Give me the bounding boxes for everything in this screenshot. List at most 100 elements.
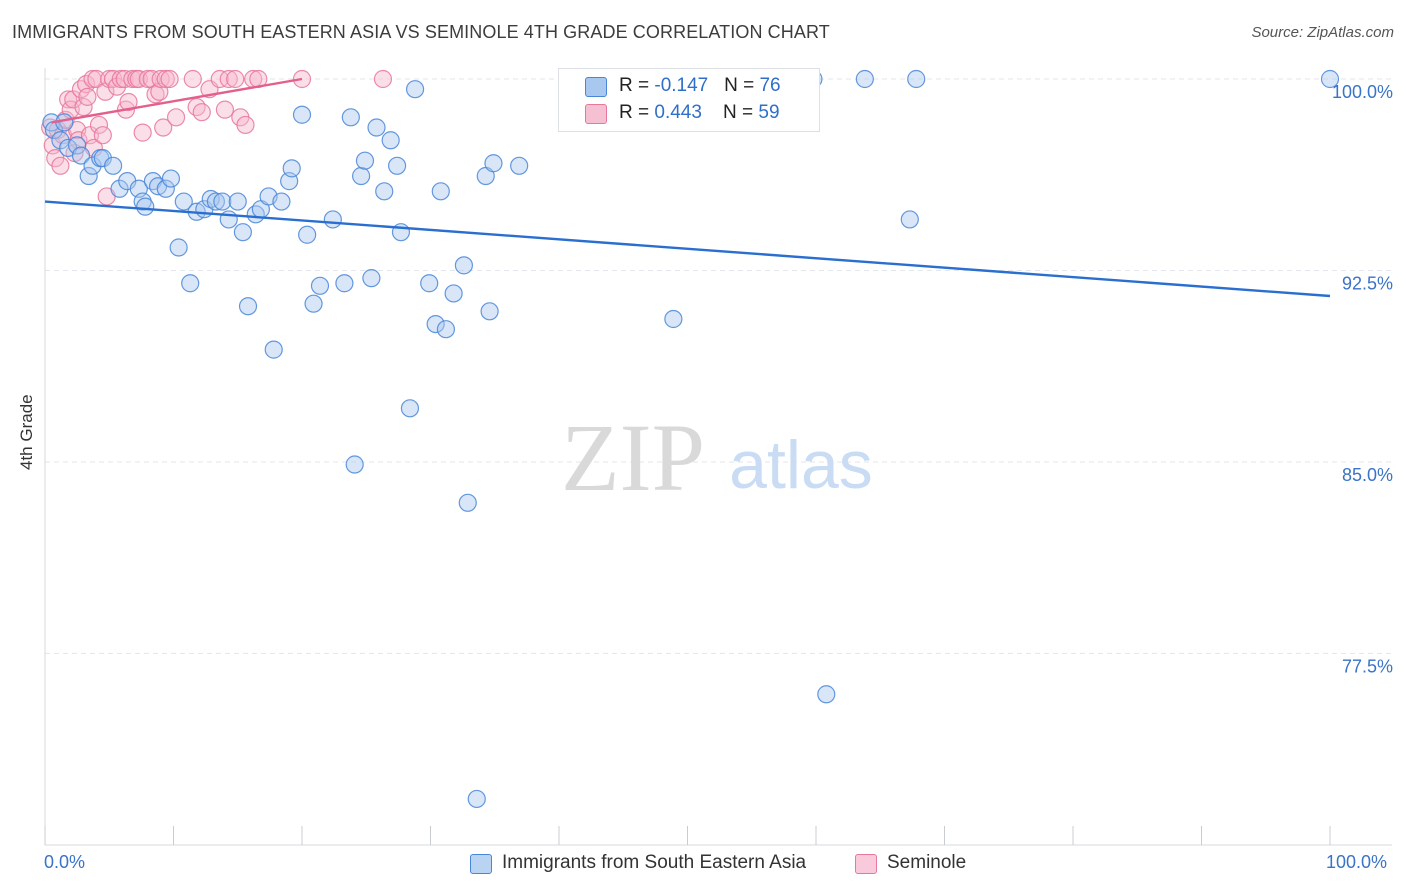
- point-immigrants: [238, 297, 258, 316]
- point-immigrants: [345, 455, 364, 474]
- y-tick-label: 77.5%: [1342, 656, 1393, 676]
- point-seminole: [119, 92, 138, 112]
- legend-label-seminole: Seminole: [887, 852, 967, 873]
- legend-n-label-blue: N =: [724, 75, 760, 96]
- point-immigrants: [355, 151, 375, 170]
- point-immigrants: [174, 192, 193, 211]
- point-immigrants: [480, 302, 499, 321]
- legend-r-value-blue: -0.147: [654, 75, 709, 96]
- y-axis-label: 4th Grade: [17, 394, 36, 470]
- point-seminole: [187, 97, 206, 117]
- point-immigrants: [206, 192, 226, 211]
- point-immigrants: [246, 205, 265, 224]
- point-immigrants: [83, 156, 102, 175]
- legend-r-value-pink: 0.443: [654, 102, 702, 123]
- chart-title: IMMIGRANTS FROM SOUTH EASTERN ASIA VS SE…: [12, 22, 830, 42]
- point-immigrants: [900, 210, 919, 229]
- x-tick-label-min: 0.0%: [44, 852, 86, 872]
- legend-label-immigrants: Immigrants from South Eastern Asia: [502, 852, 807, 873]
- point-seminole: [166, 108, 186, 127]
- series-seminole: [41, 69, 393, 206]
- point-immigrants: [213, 192, 232, 211]
- point-immigrants: [71, 146, 91, 165]
- y-tick-label: 85.0%: [1342, 465, 1393, 485]
- point-seminole: [154, 118, 173, 137]
- legend-r-label-blue: R =: [619, 75, 655, 96]
- point-immigrants: [264, 340, 283, 359]
- source-label: Source: ZipAtlas.com: [1251, 24, 1394, 41]
- y-tick-label: 100.0%: [1332, 82, 1393, 102]
- x-tick-label-max: 100.0%: [1326, 852, 1388, 872]
- point-seminole: [236, 115, 255, 135]
- point-immigrants: [272, 192, 291, 211]
- point-immigrants: [304, 294, 323, 313]
- point-immigrants: [79, 166, 98, 186]
- watermark-zip: ZIP: [561, 404, 705, 511]
- point-seminole: [93, 126, 112, 145]
- point-immigrants: [51, 131, 70, 150]
- y-tick-label: 92.5%: [1342, 273, 1393, 293]
- point-seminole: [64, 90, 83, 109]
- point-seminole: [138, 69, 157, 89]
- point-immigrants: [817, 685, 836, 704]
- point-immigrants: [298, 225, 317, 244]
- point-seminole: [89, 115, 109, 135]
- point-immigrants: [664, 309, 683, 329]
- legend-swatch-pink: [585, 104, 607, 124]
- point-seminole: [123, 69, 142, 89]
- point-seminole: [183, 69, 202, 89]
- point-immigrants: [201, 189, 220, 209]
- trend-line-immigrants: [44, 200, 1331, 298]
- point-immigrants: [484, 154, 503, 173]
- grid-lines: [45, 78, 1392, 654]
- point-immigrants: [375, 182, 394, 201]
- point-immigrants: [381, 131, 400, 150]
- point-immigrants: [444, 284, 463, 303]
- point-seminole: [156, 69, 175, 89]
- point-immigrants: [233, 223, 252, 242]
- point-seminole: [215, 100, 234, 119]
- point-seminole: [226, 69, 245, 89]
- point-immigrants: [436, 320, 456, 339]
- point-immigrants: [161, 169, 181, 188]
- legend-swatch-immigrants: [470, 854, 492, 874]
- point-seminole: [373, 69, 393, 89]
- y-tick-labels: 77.5% 85.0% 92.5% 100.0%: [1332, 82, 1393, 676]
- point-seminole: [192, 103, 211, 122]
- trend-lines: [44, 77, 1331, 298]
- watermark: ZIP atlas: [561, 404, 873, 511]
- series-immigrants: [42, 69, 1340, 809]
- point-immigrants: [93, 149, 112, 168]
- point-immigrants: [181, 274, 200, 293]
- watermark-atlas: atlas: [729, 427, 873, 503]
- point-immigrants: [341, 108, 360, 127]
- point-immigrants: [282, 159, 301, 178]
- point-immigrants: [467, 789, 486, 809]
- axes: [44, 68, 1392, 846]
- point-seminole: [133, 123, 152, 142]
- legend-n-value-blue: 76: [759, 75, 781, 96]
- legend-n-label-pink: N =: [723, 102, 759, 123]
- point-immigrants: [367, 118, 386, 137]
- point-immigrants: [420, 274, 439, 293]
- point-immigrants: [426, 314, 445, 334]
- point-immigrants: [431, 182, 450, 201]
- point-immigrants: [310, 276, 330, 295]
- point-immigrants: [907, 69, 926, 89]
- point-immigrants: [133, 192, 152, 211]
- point-seminole: [219, 69, 238, 89]
- point-immigrants: [169, 238, 188, 257]
- trend-line-seminole: [51, 77, 303, 124]
- point-immigrants: [136, 197, 155, 216]
- point-immigrants: [454, 256, 474, 275]
- point-immigrants: [323, 210, 342, 229]
- point-immigrants: [387, 156, 407, 175]
- point-immigrants: [458, 493, 477, 512]
- point-seminole: [78, 87, 97, 106]
- point-immigrants: [110, 179, 129, 198]
- point-seminole: [160, 69, 179, 89]
- legend-swatch-blue: [585, 77, 607, 97]
- point-immigrants: [352, 166, 371, 186]
- point-immigrants: [104, 156, 123, 175]
